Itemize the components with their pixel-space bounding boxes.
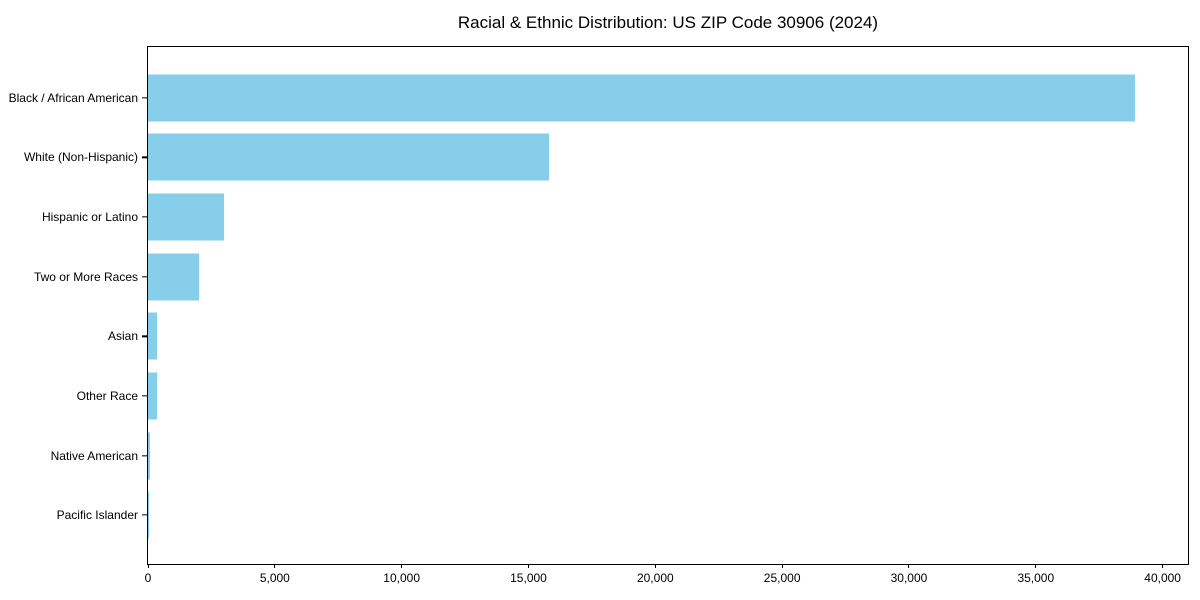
bar-row: Hispanic or Latino: [42, 187, 1188, 247]
x-tick-label: 25,000: [763, 571, 801, 585]
bar-row: White (Non-Hispanic): [24, 128, 1188, 188]
x-tick-label: 30,000: [890, 571, 928, 585]
y-category-label: Asian: [107, 329, 138, 344]
y-tick-mark: [142, 395, 147, 397]
y-tick-mark: [142, 514, 147, 516]
bar: [148, 253, 199, 301]
y-category-label: Pacific Islander: [56, 508, 138, 523]
bar: [148, 133, 549, 181]
bar-row: Two or More Races: [34, 247, 1188, 307]
plot-area: Black / African American White (Non-Hispa…: [9, 46, 1189, 565]
y-category-label: White (Non-Hispanic): [23, 150, 138, 165]
x-tick-label: 0: [144, 571, 152, 585]
y-tick-mark: [142, 454, 147, 457]
bar: [148, 372, 157, 420]
bar-row: Other Race: [77, 366, 1188, 426]
y-tick-mark: [142, 216, 147, 218]
x-tick-label: 5,000: [259, 571, 290, 585]
x-tick-mark: [1035, 564, 1037, 568]
chart-title: Racial & Ethnic Distribution: US ZIP Cod…: [457, 13, 879, 32]
y-category-label: Hispanic or Latino: [41, 210, 138, 225]
x-tick-label: 40,000: [1144, 571, 1181, 585]
x-tick-mark: [1162, 564, 1164, 568]
x-tick-label: 10,000: [383, 571, 421, 585]
x-tick-mark: [401, 564, 403, 568]
y-category-label: Native American: [50, 448, 138, 463]
x-tick-mark: [654, 564, 656, 568]
bar-row: Pacific Islander: [57, 485, 1188, 545]
x-tick-mark: [274, 564, 276, 568]
bar: [148, 432, 150, 480]
bar-row: Asian: [108, 307, 1188, 367]
y-tick-mark: [142, 156, 147, 159]
x-tick-label: 20,000: [636, 571, 674, 585]
bar-rows: Black / African American White (Non-Hispa…: [9, 47, 1188, 564]
y-category-label: Other Race: [76, 388, 138, 403]
x-tick-mark: [527, 564, 529, 568]
x-tick-label: 15,000: [510, 571, 547, 585]
bar: [148, 193, 225, 241]
y-tick-mark: [142, 97, 147, 99]
y-tick-mark: [142, 335, 147, 337]
bar: [148, 74, 1135, 122]
x-tick-label: 35,000: [1017, 571, 1055, 585]
x-tick-mark: [147, 564, 149, 568]
y-category-label: Two or More Races: [33, 269, 138, 284]
bar: [148, 312, 157, 360]
bar: [148, 491, 149, 539]
bar-row: Native American: [51, 426, 1188, 486]
x-tick-mark: [781, 564, 783, 568]
x-tick-mark: [908, 564, 910, 568]
bar-row: Black / African American: [9, 68, 1188, 128]
y-tick-mark: [142, 276, 147, 278]
x-axis: 0 5,000 10,000 15,000 20,000 25,000 30,000 35,0…: [144, 564, 1188, 594]
y-category-label: Black / African American: [8, 90, 138, 105]
